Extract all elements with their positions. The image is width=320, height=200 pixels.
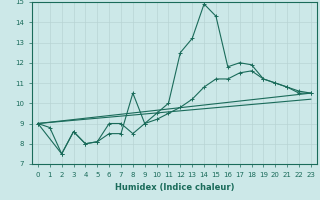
X-axis label: Humidex (Indice chaleur): Humidex (Indice chaleur) bbox=[115, 183, 234, 192]
